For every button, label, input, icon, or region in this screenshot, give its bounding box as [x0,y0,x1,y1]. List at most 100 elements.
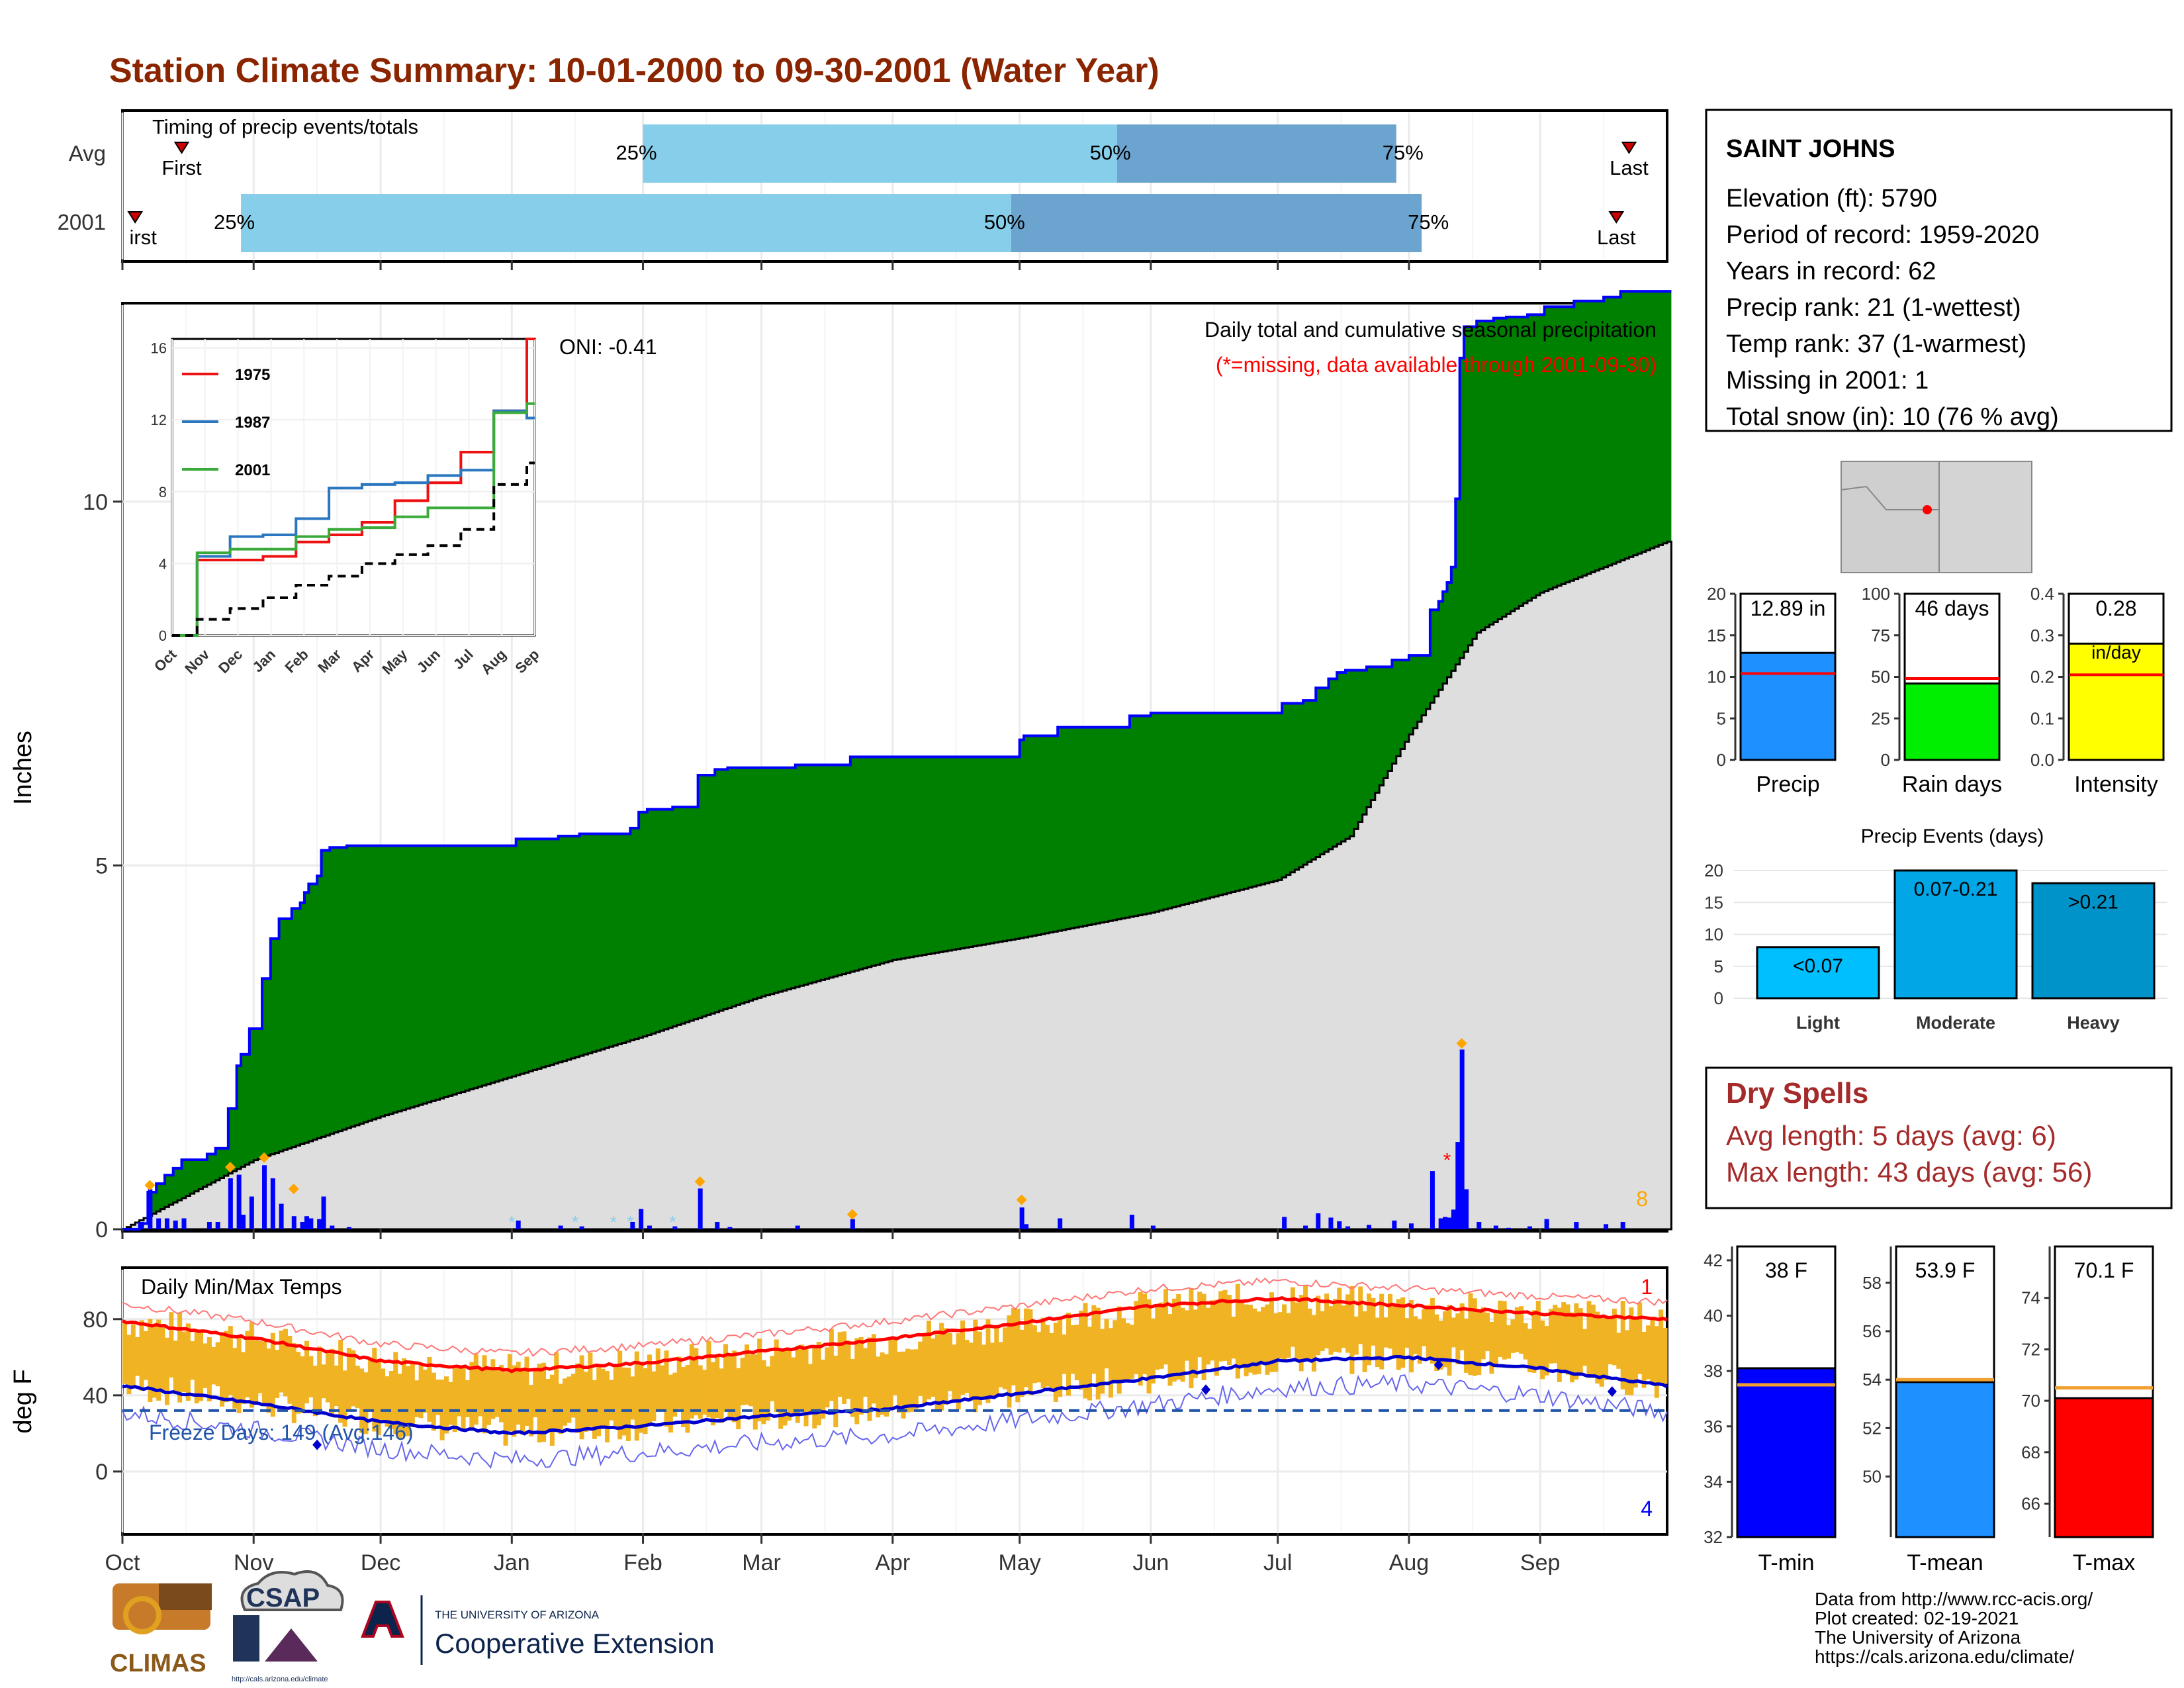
daily-temp-bar [1400,1297,1406,1368]
precip-extreme-marker [259,1152,270,1163]
daily-temp-bar [567,1376,572,1423]
row-label-avg: Avg [69,141,106,165]
daily-temp-bar [156,1319,161,1401]
daily-temp-bar [833,1355,839,1428]
daily-temp-bar [355,1366,360,1409]
daily-temp-bar [541,1362,547,1442]
daily-temp-bar [1379,1293,1385,1370]
daily-temp-bar [312,1366,318,1417]
events-title: Precip Events (days) [1861,825,2044,847]
month-tick-label: Jan [494,1550,530,1575]
daily-temp-bar [1324,1293,1330,1348]
precip-extreme-marker [1016,1194,1027,1205]
daily-temp-bar [1163,1289,1169,1365]
small-bar-tick-label: 20 [1707,584,1726,604]
daily-temp-bar [1320,1311,1325,1351]
station-line: Precip rank: 21 (1-wettest) [1726,294,2021,322]
daily-temp-bar [549,1374,555,1446]
small-bar-value-label: 12.89 in [1751,596,1826,620]
daily-temp-bar [913,1349,919,1409]
temp-summary-value-label: 70.1 F [2074,1258,2134,1282]
daily-temp-bar [1015,1309,1021,1403]
daily-temp-bar [757,1338,762,1422]
daily-temp-bar [668,1374,673,1433]
daily-temp-bar [266,1348,271,1413]
daily-temp-bar [1654,1326,1659,1398]
daily-temp-bar [283,1329,288,1397]
daily-temp-bar [600,1368,606,1429]
daily-temp-bar [1116,1306,1122,1394]
cumulative-precip-area [122,291,1672,1229]
footer-credits: Data from http://www.rcc-acis.org/ Plot … [1815,1589,2093,1667]
daily-temp-bar [443,1376,449,1434]
daily-temp-bar [905,1348,910,1413]
daily-temp-bar [1426,1305,1431,1358]
temp-summary-bar [1736,1367,1837,1538]
daily-temp-bar [1662,1327,1668,1384]
daily-temp-bar [1197,1291,1203,1358]
daily-temp-bar [1417,1319,1422,1364]
daily-temp-bar [1637,1302,1643,1374]
daily-temp-bar [1019,1329,1024,1397]
daily-precip-bar [630,1222,635,1229]
daily-precip-bar [1506,1227,1512,1229]
daily-temp-bar [1226,1295,1232,1366]
daily-temp-bar [435,1380,441,1415]
daily-temp-bar [1535,1301,1541,1366]
daily-temp-bar [689,1344,694,1419]
station-frame [1705,109,2173,432]
daily-temp-bar [1498,1300,1503,1357]
small-bar-tick-label: 5 [1717,708,1726,728]
inset-ytick-label: 12 [151,412,167,428]
daily-temp-bar [388,1370,394,1429]
daily-temp-bar [825,1347,830,1408]
daily-temp-bar [490,1359,496,1419]
daily-temp-bar [1646,1325,1651,1380]
daily-temp-bar [148,1319,153,1402]
daily-temp-bar [1058,1317,1063,1397]
daily-temp-bar [1138,1291,1143,1386]
temp-summary-tick-label: 36 [1704,1417,1723,1436]
ua-small-text: THE UNIVERSITY OF ARIZONA [435,1609,600,1621]
dry-spells-box: Dry Spells Avg length: 5 days (avg: 6) M… [1705,1066,2173,1209]
daily-precip-bar [1527,1226,1532,1229]
daily-precip-bar [1430,1171,1435,1229]
inset-average-line [172,461,535,637]
small-bar-value [1739,651,1837,761]
daily-precip-bar [1477,1222,1482,1229]
month-tick-label: May [999,1550,1041,1575]
daily-temp-bar [1569,1312,1574,1383]
daily-temp-bar [617,1350,623,1440]
daily-temp-bar [1396,1299,1401,1370]
daily-temp-bar [257,1340,263,1393]
precip-panel: 0 5 10 * * * * * * Inches ONI: -0.41 Daily tota… [9,290,1672,1243]
daily-temp-bar [803,1347,809,1427]
inset-ytick-label: 4 [159,555,167,572]
daily-temp-bar [723,1344,729,1412]
daily-temp-bar [1125,1323,1130,1382]
timing-marker [1621,142,1637,154]
daily-temp-bar [1185,1310,1190,1361]
precip-subtitle: Daily total and cumulative seasonal prec… [1205,318,1657,342]
daily-precip-bar [148,1189,153,1229]
month-tick-label: Apr [875,1550,910,1575]
daily-temp-bar [418,1365,424,1419]
inset-series-line [172,402,535,637]
daily-temp-bar [1362,1311,1367,1372]
daily-temp-bar [664,1350,669,1427]
timing-bar-late [1011,194,1422,252]
daily-temp-bar [393,1352,398,1434]
events-tick-label: 0 [1714,988,1723,1008]
timing-bar-early [643,124,1117,183]
temp-summary-tick-label: 40 [1704,1306,1723,1326]
daily-temp-bar [381,1368,386,1423]
daily-temp-bar [1544,1326,1549,1376]
daily-precip-bar [1604,1224,1609,1229]
daily-temp-bar [842,1331,847,1404]
daily-temp-bar [164,1337,169,1405]
daily-temp-bar [672,1372,678,1417]
daily-temp-bar [1155,1305,1160,1370]
daily-temp-bar [994,1328,999,1395]
min-count-label: 4 [1641,1497,1653,1521]
daily-temp-bar [799,1344,805,1409]
